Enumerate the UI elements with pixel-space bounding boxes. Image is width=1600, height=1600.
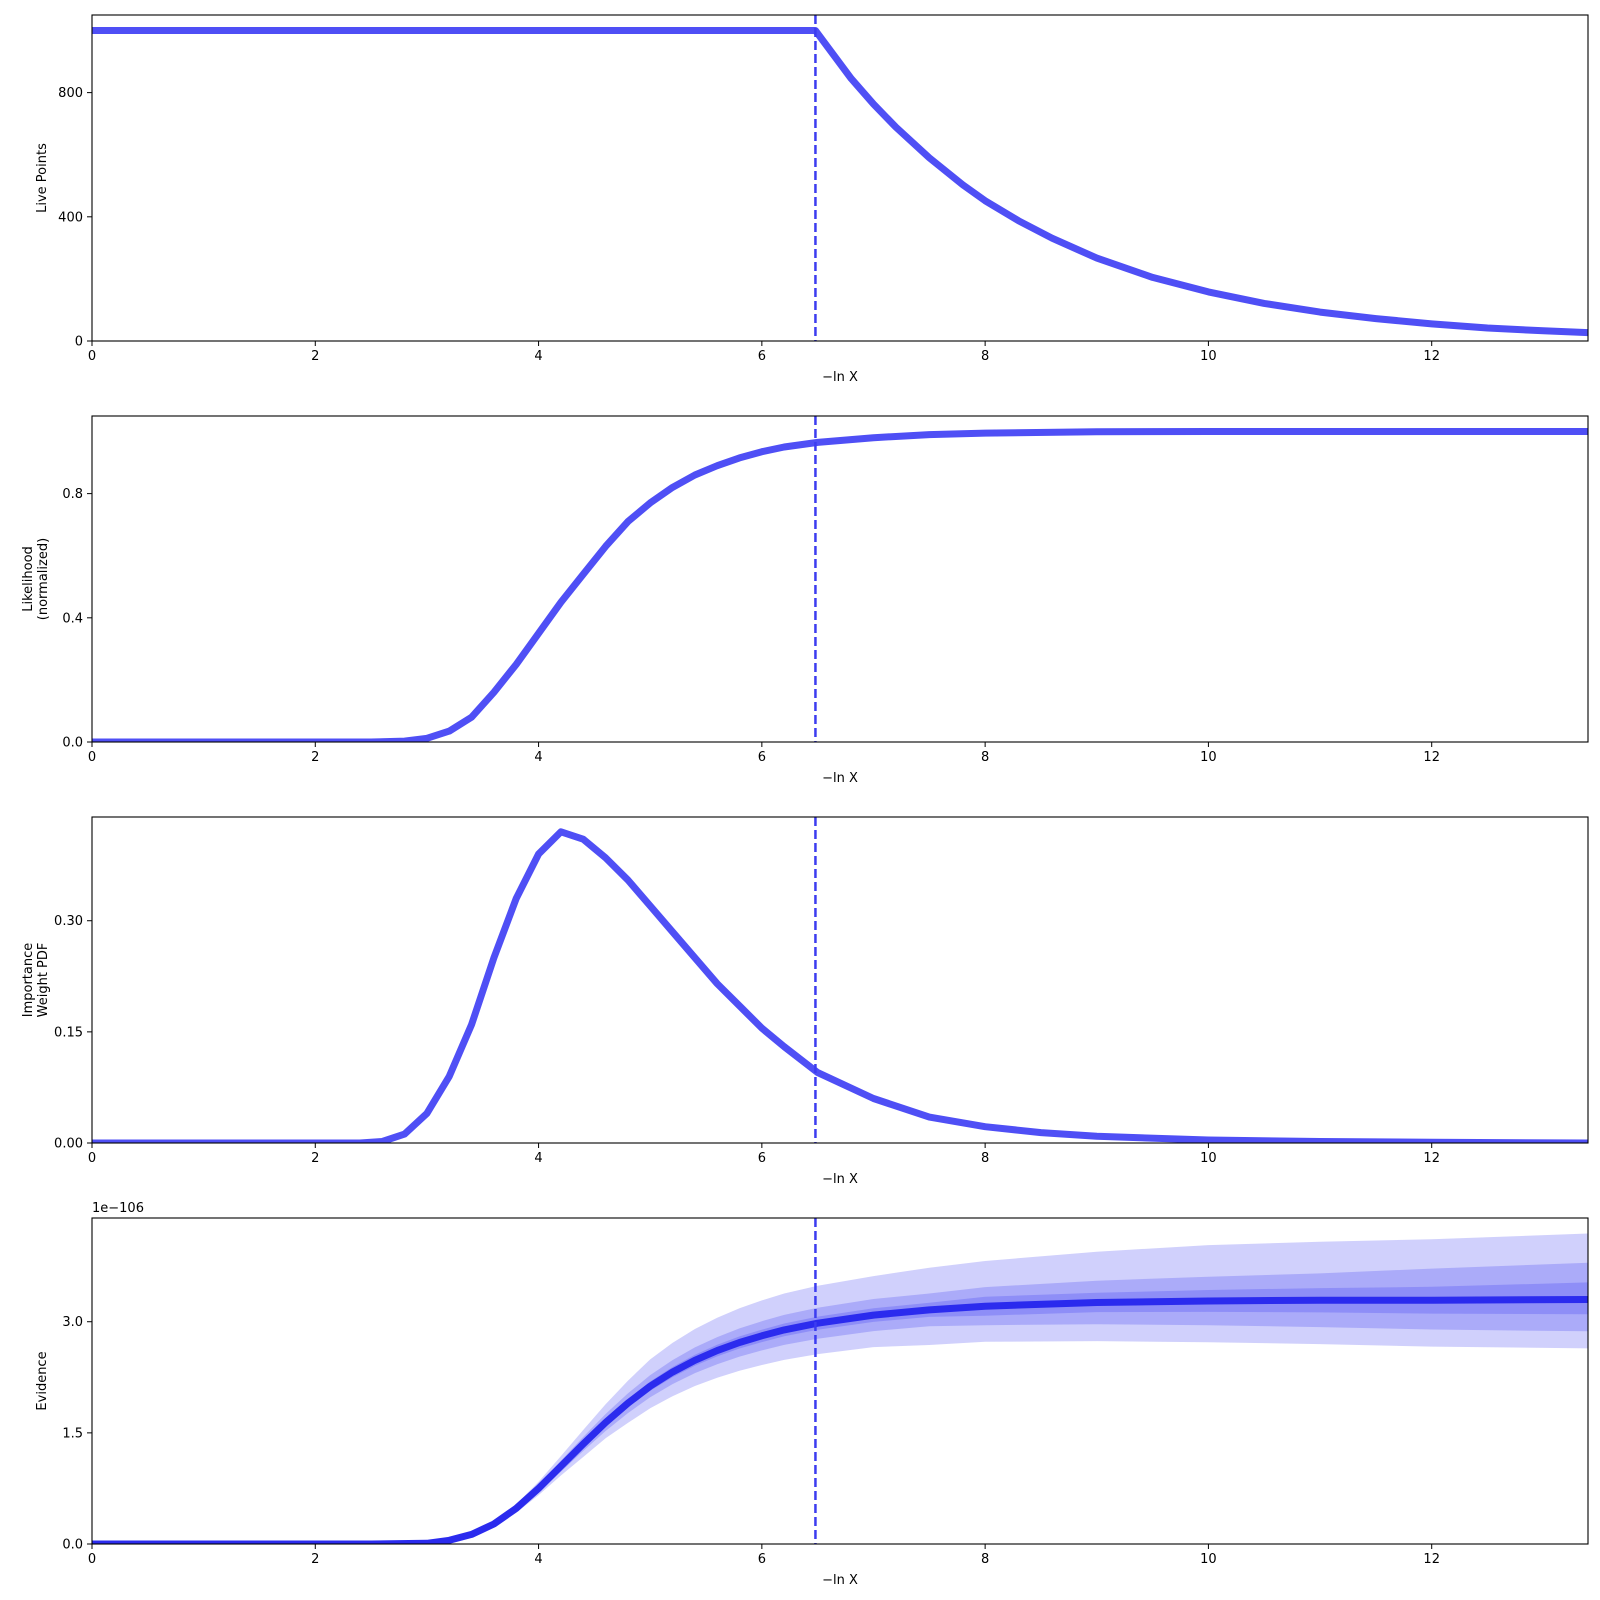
series-line xyxy=(92,828,1588,1143)
y-tick-label: 0.30 xyxy=(54,914,83,929)
evidence-band-3 xyxy=(92,1233,1588,1544)
y-tick-label: 400 xyxy=(58,210,83,225)
x-axis-label: −ln X xyxy=(822,771,858,786)
y-axis-label: Weight PDF xyxy=(36,943,51,1018)
y-tick-label: 0.0 xyxy=(62,736,83,751)
y-axis-label: Evidence xyxy=(35,1351,50,1410)
plot-area xyxy=(92,828,1588,1143)
x-tick-label: 6 xyxy=(758,1151,766,1166)
axes-frame xyxy=(91,415,1589,743)
x-tick-label: 8 xyxy=(981,1151,989,1166)
y-axis-label: (normalized) xyxy=(36,538,51,620)
y-tick-label: 0 xyxy=(75,335,83,350)
series-line xyxy=(92,428,1588,742)
x-tick-label: 10 xyxy=(1200,1151,1217,1166)
x-tick-label: 2 xyxy=(311,750,319,765)
x-tick-label: 6 xyxy=(758,349,766,364)
x-tick-label: 4 xyxy=(534,1151,542,1166)
x-tick-label: 12 xyxy=(1423,1552,1440,1567)
x-tick-label: 2 xyxy=(311,1151,319,1166)
x-tick-label: 0 xyxy=(88,349,96,364)
panel-3: 0 2 4 6 8 10 12 0.00 0.15 0.30 −ln X Importance Weig… xyxy=(21,816,1589,1187)
y-axis-label: Importance xyxy=(21,943,36,1018)
y-tick-label: 0.15 xyxy=(54,1025,83,1040)
panel-4: 0 2 4 6 8 10 12 0.0 1.5 3.0 −ln X Evidence 1e−106 xyxy=(35,1201,1589,1588)
axes-frame xyxy=(91,816,1589,1144)
plot-area xyxy=(92,428,1588,742)
x-tick-label: 4 xyxy=(534,1552,542,1567)
axes-frame xyxy=(91,1217,1589,1545)
series-line xyxy=(92,1296,1588,1544)
panel-1: 0 2 4 6 8 10 12 0 400 800 −ln X Live Points xyxy=(35,14,1589,385)
x-tick-label: 2 xyxy=(311,349,319,364)
y-tick-label: 800 xyxy=(58,86,83,101)
x-tick-label: 8 xyxy=(981,349,989,364)
y-offset-label: 1e−106 xyxy=(92,1201,144,1216)
x-axis-label: −ln X xyxy=(822,1172,858,1187)
x-axis-label: −ln X xyxy=(822,370,858,385)
x-axis-label: −ln X xyxy=(822,1573,858,1588)
x-tick-label: 12 xyxy=(1423,349,1440,364)
y-tick-label: 3.0 xyxy=(62,1315,83,1330)
x-tick-label: 10 xyxy=(1200,750,1217,765)
y-axis-label: Live Points xyxy=(35,143,50,213)
x-tick-label: 4 xyxy=(534,750,542,765)
y-tick-label: 0.8 xyxy=(62,487,83,502)
x-tick-label: 0 xyxy=(88,1552,96,1567)
x-tick-label: 2 xyxy=(311,1552,319,1567)
axes-frame xyxy=(91,14,1589,342)
evidence-band-1 xyxy=(92,1282,1588,1544)
x-tick-label: 6 xyxy=(758,1552,766,1567)
y-tick-label: 0.00 xyxy=(54,1137,83,1152)
plot-area xyxy=(92,1233,1588,1544)
x-tick-label: 0 xyxy=(88,1151,96,1166)
x-tick-label: 6 xyxy=(758,750,766,765)
y-axis-label: Likelihood xyxy=(21,546,36,612)
plot-area xyxy=(92,27,1588,337)
x-tick-label: 12 xyxy=(1423,750,1440,765)
x-tick-label: 0 xyxy=(88,750,96,765)
y-tick-label: 0.0 xyxy=(62,1538,83,1553)
panel-2: 0 2 4 6 8 10 12 0.0 0.4 0.8 −ln X Likelihood (normal… xyxy=(21,415,1589,786)
y-tick-label: 1.5 xyxy=(62,1426,83,1441)
x-tick-label: 4 xyxy=(534,349,542,364)
series-line xyxy=(92,27,1588,337)
y-tick-label: 0.4 xyxy=(62,611,83,626)
x-tick-label: 8 xyxy=(981,750,989,765)
x-tick-label: 10 xyxy=(1200,349,1217,364)
x-tick-label: 10 xyxy=(1200,1552,1217,1567)
x-tick-label: 8 xyxy=(981,1552,989,1567)
x-tick-label: 12 xyxy=(1423,1151,1440,1166)
